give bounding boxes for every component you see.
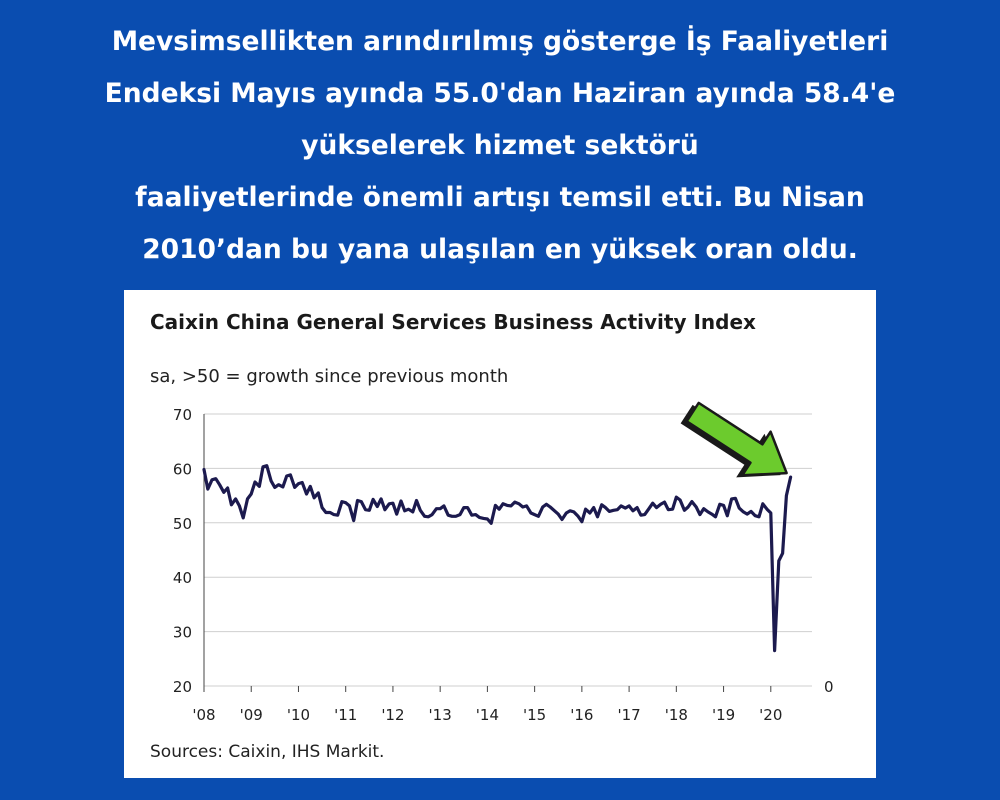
- series-line: [202, 464, 793, 653]
- chart-source: Sources: Caixin, IHS Markit.: [150, 742, 385, 762]
- chart-plot: 70 60 50 40 30 20 0 '08 '09 '10 '11 '12 '13 '14 '15 '16…: [173, 401, 834, 724]
- x-tick-label: '17: [617, 706, 640, 724]
- x-tick-label: '12: [381, 706, 404, 724]
- chart-subtitle: sa, >50 = growth since previous month: [150, 366, 509, 387]
- y-tick-label: 70: [173, 406, 192, 424]
- x-tick-label: '09: [240, 706, 263, 724]
- y-tick-label: 30: [173, 624, 192, 642]
- x-tick-label: '13: [429, 706, 452, 724]
- y-tick-label: 20: [173, 678, 192, 696]
- chart-title: Caixin China General Services Business A…: [150, 310, 756, 334]
- x-tick-label: '10: [287, 706, 310, 724]
- y-tick-label: 40: [173, 569, 192, 587]
- headline-line-4: faaliyetlerinde önemli artışı temsil ett…: [135, 182, 865, 213]
- x-tick-label: '15: [523, 706, 546, 724]
- headline-line-2: Endeksi Mayıs ayında 55.0'dan Haziran ay…: [104, 78, 896, 109]
- green-arrow-icon: [680, 401, 788, 478]
- x-tick-label: '19: [712, 706, 735, 724]
- x-tick-label: '16: [570, 706, 593, 724]
- x-tick-label: '14: [476, 706, 499, 724]
- x-tick-label: '18: [665, 706, 688, 724]
- headline-line-1: Mevsimsellikten arındırılmış gösterge İş…: [111, 26, 889, 57]
- headline: Mevsimsellikten arındırılmış gösterge İş…: [20, 16, 980, 276]
- headline-line-3: yükselerek hizmet sektörü: [301, 130, 699, 161]
- right-axis-label: 0: [824, 678, 834, 696]
- x-tick-label: '08: [192, 706, 215, 724]
- chart-card: Caixin China General Services Business A…: [124, 290, 876, 778]
- x-tick-label: '11: [334, 706, 357, 724]
- x-tick-label: '20: [759, 706, 782, 724]
- arrow-body: [685, 401, 788, 477]
- y-tick-label: 60: [173, 460, 192, 478]
- headline-line-5: 2010’dan bu yana ulaşılan en yüksek oran…: [142, 234, 858, 265]
- y-tick-label: 50: [173, 515, 192, 533]
